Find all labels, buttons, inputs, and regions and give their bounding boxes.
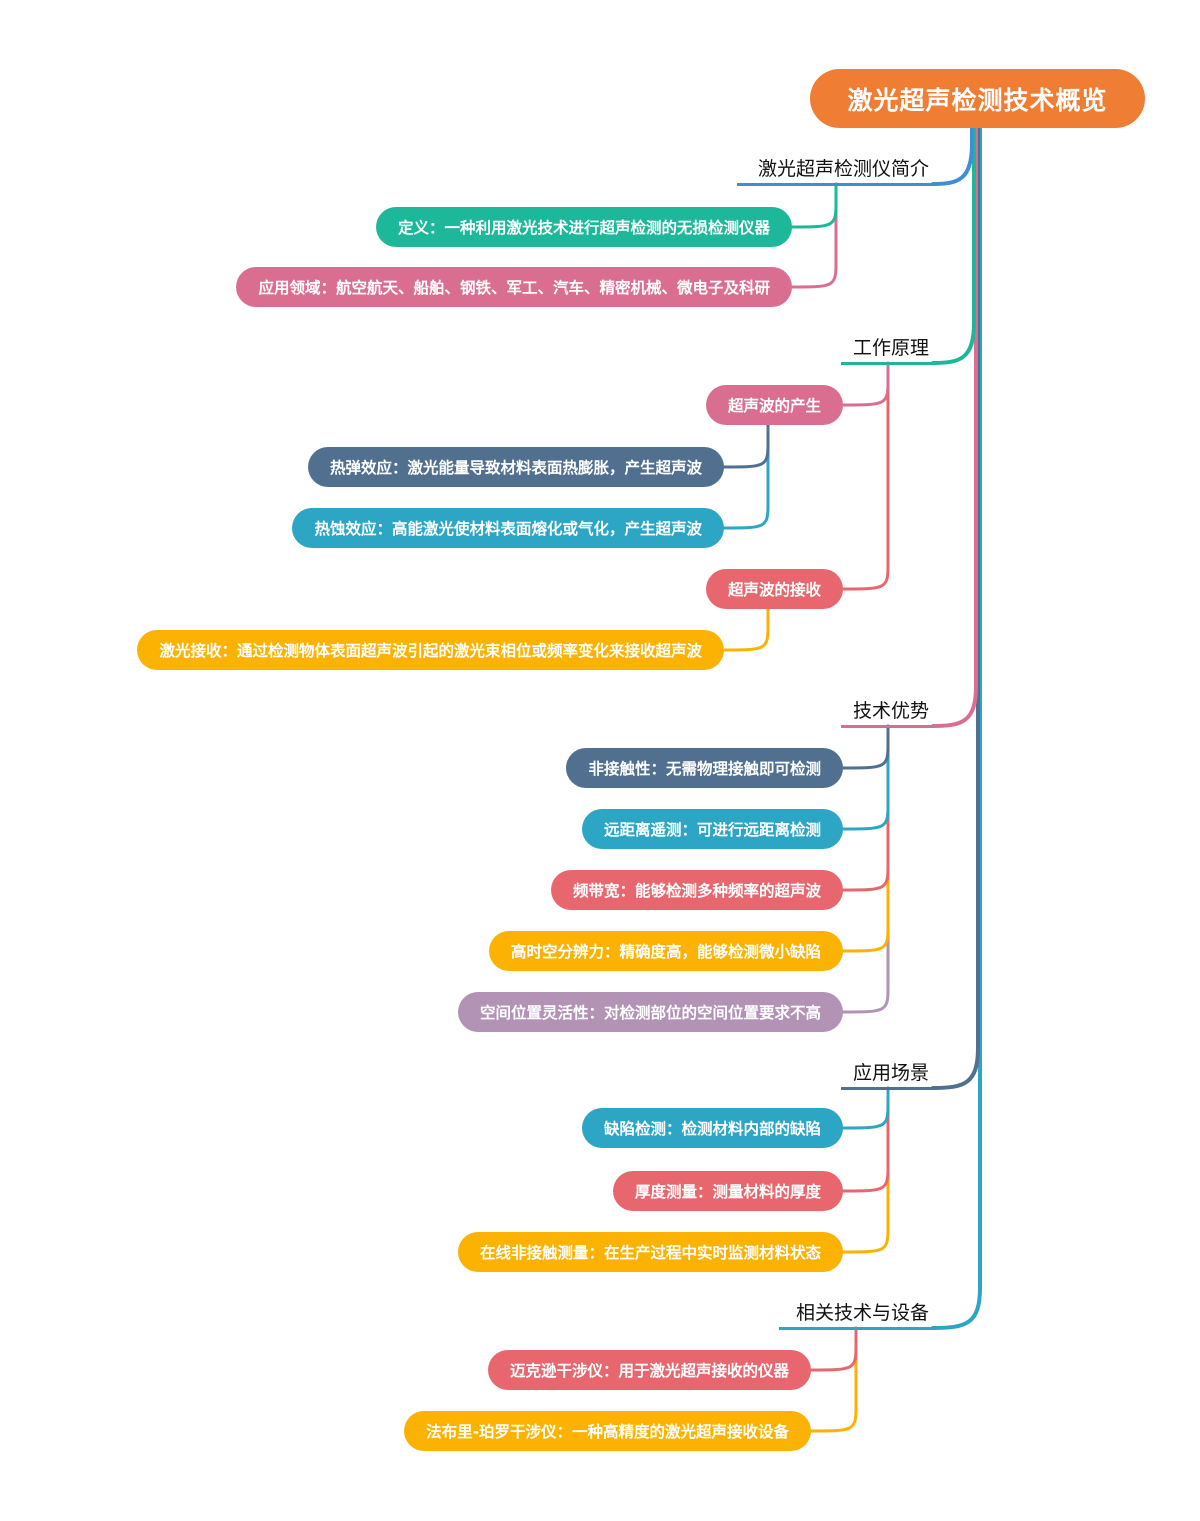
grandchild-connector (722, 607, 770, 652)
branch-topic-4[interactable]: 应用场景 (852, 1062, 929, 1084)
trunk-line-3 (931, 126, 978, 728)
child-connector (790, 182, 838, 289)
root-topic[interactable]: 激光超声检测技术概览 (810, 69, 1145, 128)
subtopic-node[interactable]: 缺陷检测：检测材料内部的缺陷 (581, 1108, 843, 1148)
subtopic-node[interactable]: 空间位置灵活性：对检测部位的空间位置要求不高 (457, 992, 843, 1032)
trunk-line-5 (931, 126, 982, 1330)
subtopic-node[interactable]: 厚度测量：测量材料的厚度 (612, 1171, 843, 1211)
child-connector (841, 724, 890, 1014)
trunk-line-4 (931, 126, 980, 1090)
child-connector (841, 1086, 890, 1193)
detail-node[interactable]: 激光接收：通过检测物体表面超声波引起的激光束相位或频率变化来接收超声波 (137, 630, 724, 670)
grandchild-connector (722, 423, 770, 530)
subtopic-node[interactable]: 超声波的接收 (705, 569, 843, 609)
child-connector (841, 724, 890, 831)
branch-underline (841, 1087, 933, 1090)
subtopic-node[interactable]: 法布里-珀罗干涉仪：一种高精度的激光超声接收设备 (404, 1411, 811, 1451)
subtopic-node[interactable]: 非接触性：无需物理接触即可检测 (566, 748, 843, 788)
subtopic-node[interactable]: 远距离遥测：可进行远距离检测 (581, 809, 843, 849)
branch-topic-5[interactable]: 相关技术与设备 (795, 1302, 929, 1324)
branch-underline (779, 1327, 933, 1330)
trunk-line-2 (931, 126, 976, 365)
trunk-line-1 (931, 126, 974, 186)
child-connector (841, 1086, 890, 1254)
subtopic-node[interactable]: 超声波的产生 (705, 385, 843, 425)
child-connector (841, 361, 890, 407)
subtopic-node[interactable]: 应用领域：航空航天、船舶、钢铁、军工、汽车、精密机械、微电子及科研 (236, 267, 792, 307)
detail-node[interactable]: 热蚀效应：高能激光使材料表面熔化或气化，产生超声波 (292, 508, 724, 548)
child-connector (841, 724, 890, 953)
child-connector (809, 1326, 858, 1372)
branch-underline (737, 183, 933, 186)
child-connector (841, 724, 890, 770)
child-connector (841, 361, 890, 591)
child-connector (841, 724, 890, 892)
branch-topic-2[interactable]: 工作原理 (852, 337, 929, 359)
subtopic-node[interactable]: 在线非接触测量：在生产过程中实时监测材料状态 (457, 1232, 843, 1272)
child-connector (809, 1326, 858, 1433)
child-connector (790, 182, 838, 229)
grandchild-connector (722, 423, 770, 469)
subtopic-node[interactable]: 定义：一种利用激光技术进行超声检测的无损检测仪器 (375, 207, 792, 247)
branch-underline (841, 725, 933, 728)
branch-topic-1[interactable]: 激光超声检测仪简介 (757, 158, 929, 180)
branch-topic-3[interactable]: 技术优势 (852, 700, 929, 722)
branch-underline (841, 362, 933, 365)
subtopic-node[interactable]: 高时空分辨力：精确度高，能够检测微小缺陷 (488, 931, 843, 971)
child-connector (841, 1086, 890, 1130)
subtopic-node[interactable]: 迈克逊干涉仪：用于激光超声接收的仪器 (487, 1350, 811, 1390)
detail-node[interactable]: 热弹效应：激光能量导致材料表面热膨胀，产生超声波 (307, 447, 724, 487)
subtopic-node[interactable]: 频带宽：能够检测多种频率的超声波 (550, 870, 843, 910)
